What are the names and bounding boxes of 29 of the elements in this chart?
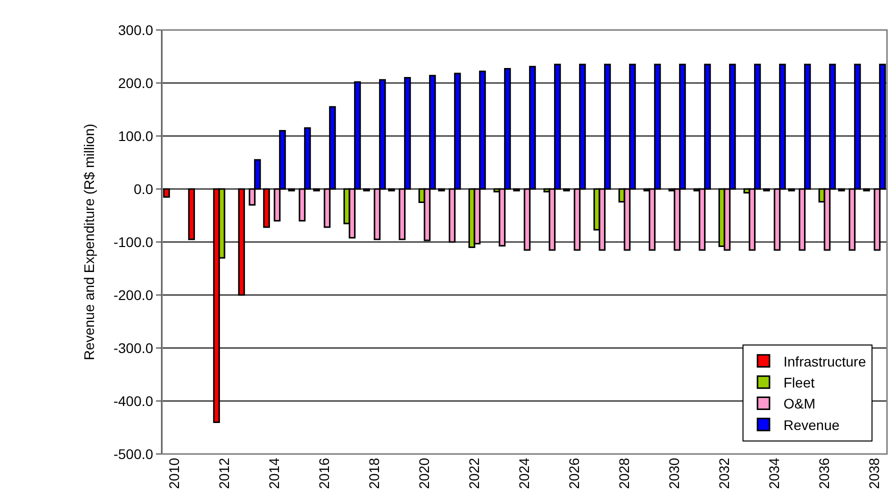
x-tick-label: 2020 xyxy=(416,458,432,489)
x-tick-label: 2030 xyxy=(666,458,682,489)
x-tick-label: 2032 xyxy=(716,458,732,489)
x-tick-label: 2010 xyxy=(166,458,182,489)
y-tick-label: -200.0 xyxy=(113,286,154,303)
legend-label: Fleet xyxy=(784,374,815,391)
y-tick-label: 200.0 xyxy=(118,74,154,91)
x-tick-label: 2012 xyxy=(216,458,232,489)
x-tick-label: 2024 xyxy=(516,458,532,489)
y-tick-label: -100.0 xyxy=(113,234,154,250)
x-tick-label: 2036 xyxy=(816,458,832,489)
x-tick-label: 2038 xyxy=(866,458,882,489)
y-tick-label: 100.0 xyxy=(118,128,154,144)
y-tick-label: -500.0 xyxy=(113,446,154,462)
x-tick-label: 2022 xyxy=(466,458,482,489)
x-tick-label: 2014 xyxy=(266,458,282,489)
x-tick-label: 2026 xyxy=(566,458,582,489)
x-tick-label: 2028 xyxy=(616,458,632,489)
legend-label: Revenue xyxy=(784,416,840,433)
y-tick-label: 0.0 xyxy=(134,180,154,197)
legend-label: O&M xyxy=(784,396,816,412)
y-tick-label: -300.0 xyxy=(113,340,154,356)
y-tick-label: -400.0 xyxy=(113,392,154,409)
y-axis-title: Revenue and Expenditure (R$ million) xyxy=(81,124,98,360)
x-tick-label: 2034 xyxy=(766,458,782,489)
legend-label: Infrastructure xyxy=(784,353,866,370)
x-tick-label: 2018 xyxy=(366,458,382,489)
y-tick-label: 300.0 xyxy=(118,22,154,38)
x-tick-label: 2016 xyxy=(316,458,332,489)
